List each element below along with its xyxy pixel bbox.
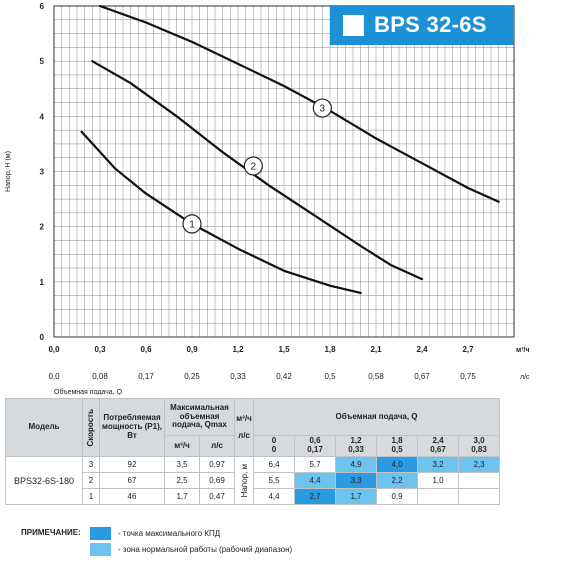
- qmax-ls-cell: 0,97: [199, 456, 235, 473]
- zone-note: - зона нормальной работы (рабочий диапаз…: [118, 545, 293, 554]
- curve-label-text: 3: [320, 104, 326, 115]
- qmax-ls-cell: 0,69: [199, 472, 235, 489]
- flow-col-header: 2,4 0,67: [417, 435, 459, 457]
- x2-tick-label: 0,25: [184, 372, 200, 381]
- notes-title: ПРИМЕЧАНИЕ:: [21, 528, 81, 537]
- head-cell: 3,3: [335, 472, 377, 489]
- x-tick-label: 1,5: [278, 345, 290, 354]
- x-axis-label: Объемная подача, Q: [54, 388, 123, 395]
- x-tick-label: 1,8: [324, 345, 336, 354]
- y-axis-label: Напор, H (м): [5, 151, 12, 192]
- x2-tick-label: 0,58: [368, 372, 384, 381]
- model-badge: BPS 32-6S: [330, 5, 514, 45]
- head-cell: 4,9: [335, 456, 377, 473]
- qmax-m3h-cell: 3,5: [164, 456, 200, 473]
- x-tick-label: 2,7: [462, 345, 474, 354]
- model-badge-text: BPS 32-6S: [374, 12, 487, 37]
- header-flow: Объемная подача, Q: [253, 398, 500, 436]
- flow-col-header: 3,0 0,83: [458, 435, 500, 457]
- max-eff-swatch: [90, 527, 111, 540]
- head-cell: 1,0: [417, 472, 459, 489]
- header-units: м³/ч л/с: [234, 398, 254, 457]
- header-model: Модель: [5, 398, 83, 457]
- head-cell: 6,4: [253, 456, 295, 473]
- header-power: Потребляемая мощность (P1), Вт: [99, 398, 165, 457]
- y-tick-label: 5: [40, 57, 45, 66]
- curve-label-text: 2: [251, 161, 257, 172]
- x-axis-unit: м³/ч: [516, 347, 530, 354]
- x-tick-label: 0,9: [186, 345, 198, 354]
- x2-tick-label: 0,17: [138, 372, 154, 381]
- speed-cell: 1: [82, 488, 100, 505]
- flow-col-header: 0,6 0,17: [294, 435, 336, 457]
- curve-speed-1: [80, 130, 362, 294]
- x2-tick-label: 0,75: [460, 372, 476, 381]
- head-cell: 4,4: [294, 472, 336, 489]
- x-tick-label: 0,3: [94, 345, 106, 354]
- x2-axis-unit: л/с: [520, 374, 530, 381]
- y-tick-label: 3: [40, 168, 45, 177]
- head-cell: 3,2: [417, 456, 459, 473]
- x2-tick-label: 0,33: [230, 372, 246, 381]
- curve-label-marker: [182, 214, 202, 234]
- head-cell: [458, 488, 500, 505]
- head-cell: 0,9: [376, 488, 418, 505]
- y-tick-label: 2: [40, 223, 45, 232]
- power-cell: 92: [99, 456, 165, 473]
- head-cell: [458, 472, 500, 489]
- y-tick-label: 0: [40, 333, 45, 342]
- head-cell: 4,4: [253, 488, 295, 505]
- power-cell: 46: [99, 488, 165, 505]
- head-cell: 5,5: [253, 472, 295, 489]
- x-tick-label: 0,6: [140, 345, 152, 354]
- curve-speed-3: [98, 4, 500, 203]
- curve-label-marker: [312, 98, 332, 118]
- max-eff-note: - точка максимального КПД: [118, 529, 221, 538]
- header-qmax-m3h: м³/ч: [164, 435, 200, 457]
- x2-tick-label: 0,5: [324, 372, 336, 381]
- flow-col-header: 1,2 0,33: [335, 435, 377, 457]
- x2-tick-label: 0,67: [414, 372, 430, 381]
- head-cell: [417, 488, 459, 505]
- plot-frame: [53, 5, 515, 338]
- power-cell: 67: [99, 472, 165, 489]
- header-qmax-ls: л/с: [199, 435, 235, 457]
- head-cell: 2,2: [376, 472, 418, 489]
- head-label-cell: Напор, м: [234, 456, 254, 505]
- spec-table: Модель Скорость Потребляемая мощность (P…: [5, 398, 500, 505]
- speed-cell: 2: [82, 472, 100, 489]
- pump-curve-chart: 0 1 2 3 4 5 6 0,0 0,3 0,6 0,9 1,2 1,5 1,8 2,1 2,4 2,7 м³/…: [5, 2, 530, 395]
- x-tick-label: 2,4: [416, 345, 428, 354]
- zone-swatch: [90, 543, 111, 556]
- qmax-ls-cell: 0,47: [199, 488, 235, 505]
- curve-label-marker: [243, 156, 263, 176]
- x2-tick-label: 0,42: [276, 372, 292, 381]
- curve-speed-2: [91, 60, 424, 281]
- curve-label-text: 1: [189, 219, 195, 230]
- flow-col-header: 1,8 0,5: [376, 435, 418, 457]
- y-tick-label: 1: [40, 278, 45, 287]
- head-cell: 1,7: [335, 488, 377, 505]
- speed-cell: 3: [82, 456, 100, 473]
- x-tick-label: 0,0: [48, 345, 60, 354]
- head-cell: 5,7: [294, 456, 336, 473]
- model-cell: BPS32-6S-180: [5, 456, 83, 505]
- x2-tick-label: 0,08: [92, 372, 108, 381]
- qmax-m3h-cell: 2,5: [164, 472, 200, 489]
- header-speed: Скорость: [82, 398, 100, 457]
- y-tick-label: 6: [40, 2, 45, 11]
- x2-tick-label: 0,0: [48, 372, 60, 381]
- head-cell: 2,3: [458, 456, 500, 473]
- y-tick-label: 4: [40, 112, 45, 121]
- head-cell: 2,7: [294, 488, 336, 505]
- qmax-m3h-cell: 1,7: [164, 488, 200, 505]
- x-tick-label: 1,2: [232, 345, 244, 354]
- header-qmax: Максимальная объемная подача, Qmax: [164, 398, 235, 436]
- badge-square-icon: [343, 14, 364, 36]
- x-tick-label: 2,1: [370, 345, 382, 354]
- head-cell: 4,0: [376, 456, 418, 473]
